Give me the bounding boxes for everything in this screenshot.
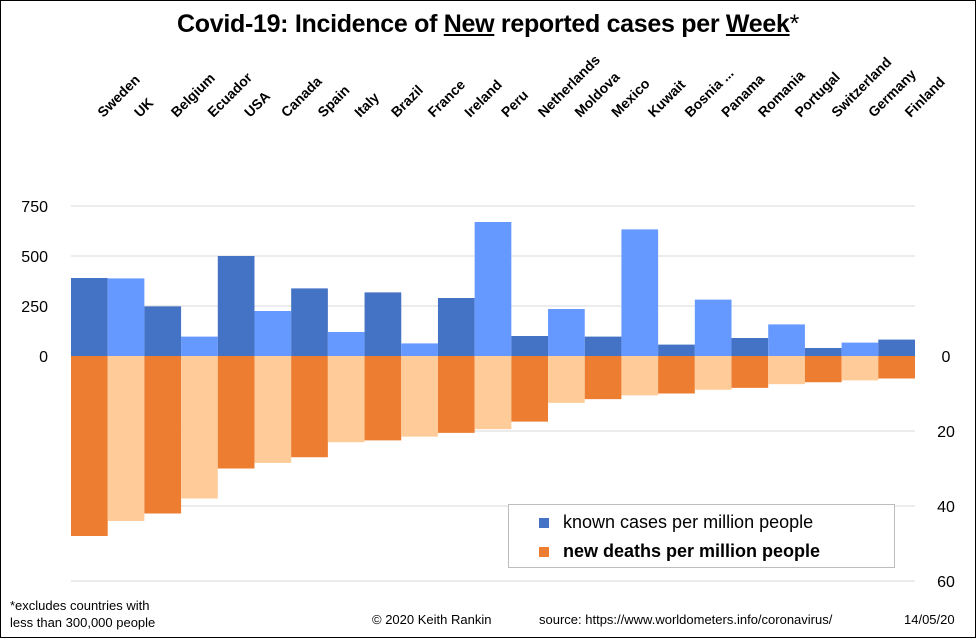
right-tick-40: 40 (937, 499, 955, 516)
bar-cases-6 (291, 288, 328, 356)
bar-cases-1 (107, 278, 145, 356)
bar-cases-16 (658, 344, 695, 356)
bar-cases-7 (327, 332, 365, 356)
bar-deaths-10 (437, 356, 475, 433)
bar-cases-15 (621, 229, 659, 356)
category-label-9: France (424, 76, 468, 120)
category-label-4: USA (241, 88, 273, 120)
copyright-text: © 2020 Keith Rankin (372, 612, 492, 627)
bar-cases-12 (511, 336, 549, 356)
bar-cases-22 (878, 339, 915, 356)
legend: known cases per million people new death… (508, 504, 895, 568)
category-label-10: Ireland (461, 76, 505, 120)
chart-title: Covid-19: Incidence of New reported case… (0, 10, 976, 39)
left-tick-0: 0 (39, 349, 48, 366)
category-label-7: Italy (351, 89, 382, 120)
category-label-8: Brazil (388, 82, 426, 120)
bar-deaths-1 (107, 356, 145, 521)
bar-cases-10 (437, 298, 475, 356)
left-tick-750: 750 (21, 199, 48, 216)
title-prefix: Covid-19: Incidence of (177, 10, 444, 38)
bar-cases-17 (694, 299, 732, 356)
bar-deaths-7 (327, 356, 365, 443)
bar-deaths-17 (694, 356, 732, 390)
legend-item-deaths: new deaths per million people (539, 541, 820, 562)
bar-cases-13 (548, 309, 585, 356)
bar-cases-8 (364, 292, 402, 356)
bar-deaths-18 (731, 356, 769, 388)
legend-label-cases: known cases per million people (563, 512, 814, 532)
legend-item-cases: known cases per million people (539, 512, 813, 533)
bar-deaths-8 (364, 356, 402, 441)
bar-deaths-13 (548, 356, 585, 403)
bar-deaths-19 (768, 356, 805, 385)
bar-deaths-16 (658, 356, 695, 394)
bar-cases-21 (841, 342, 879, 356)
footnote-line-1: *excludes countries with (10, 598, 150, 613)
bar-cases-20 (804, 348, 842, 356)
date-text: 14/05/20 (904, 612, 955, 627)
bar-cases-11 (474, 222, 512, 356)
title-asterisk: * (789, 10, 800, 38)
category-label-1: UK (131, 94, 157, 120)
axis-ticks: 0 250 500 750 0 20 40 60 (21, 199, 955, 591)
bar-cases-2 (144, 306, 182, 356)
legend-label-deaths: new deaths per million people (563, 541, 821, 561)
bar-cases-19 (768, 324, 805, 356)
legend-swatch-deaths (539, 547, 549, 558)
bar-cases-3 (181, 336, 218, 356)
legend-swatch-cases (539, 518, 549, 529)
bar-deaths-22 (878, 356, 915, 379)
bar-deaths-0 (71, 356, 108, 536)
source-text: source: https://www.worldometers.info/co… (539, 612, 833, 627)
bar-deaths-5 (254, 356, 292, 463)
bar-deaths-21 (841, 356, 879, 381)
right-tick-20: 20 (937, 424, 955, 441)
bar-deaths-2 (144, 356, 182, 514)
bar-deaths-15 (621, 356, 659, 396)
bar-deaths-14 (584, 356, 622, 400)
bar-deaths-11 (474, 356, 512, 430)
footnote: *excludes countries with less than 300,0… (10, 597, 155, 631)
category-label-11: Peru (498, 87, 531, 120)
category-label-15: Kuwait (645, 76, 689, 120)
title-new-word: New (443, 10, 495, 38)
left-tick-500: 500 (21, 249, 48, 266)
footnote-line-2: less than 300,000 people (10, 615, 156, 630)
bar-deaths-4 (217, 356, 255, 469)
right-tick-0: 0 (942, 349, 951, 366)
bar-deaths-20 (804, 356, 842, 383)
bar-cases-0 (71, 278, 108, 356)
bar-cases-14 (584, 336, 622, 356)
bar-cases-4 (217, 256, 255, 356)
bar-cases-9 (401, 343, 438, 356)
right-tick-60: 60 (937, 574, 955, 591)
title-middle: reported cases per (494, 10, 726, 38)
bar-deaths-9 (401, 356, 438, 437)
bar-cases-18 (731, 338, 769, 356)
bar-deaths-3 (181, 356, 218, 499)
bar-deaths-6 (291, 356, 328, 458)
bar-deaths-12 (511, 356, 549, 422)
bar-cases-5 (254, 311, 292, 356)
title-week-word: Week (725, 10, 790, 38)
left-tick-250: 250 (21, 299, 48, 316)
bars (71, 222, 915, 536)
